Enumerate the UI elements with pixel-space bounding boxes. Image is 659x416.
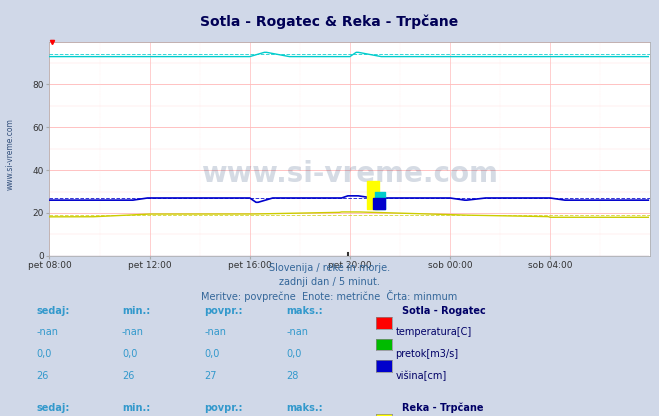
Text: -nan: -nan: [36, 327, 58, 337]
Text: -nan: -nan: [204, 327, 226, 337]
Text: Reka - Trpčane: Reka - Trpčane: [402, 403, 484, 413]
Text: www.si-vreme.com: www.si-vreme.com: [5, 118, 14, 190]
Text: min.:: min.:: [122, 403, 150, 413]
Text: www.si-vreme.com: www.si-vreme.com: [202, 161, 498, 188]
Text: 26: 26: [122, 371, 134, 381]
Text: 27: 27: [204, 371, 217, 381]
Text: min.:: min.:: [122, 306, 150, 316]
Text: maks.:: maks.:: [287, 403, 324, 413]
Text: Meritve: povprečne  Enote: metrične  Črta: minmum: Meritve: povprečne Enote: metrične Črta:…: [202, 290, 457, 302]
Text: povpr.:: povpr.:: [204, 403, 243, 413]
Text: 0,0: 0,0: [287, 349, 302, 359]
Text: pretok[m3/s]: pretok[m3/s]: [395, 349, 459, 359]
Text: 0,0: 0,0: [122, 349, 137, 359]
Text: Slovenija / reke in morje.: Slovenija / reke in morje.: [269, 263, 390, 273]
Text: zadnji dan / 5 minut.: zadnji dan / 5 minut.: [279, 277, 380, 287]
Text: Sotla - Rogatec & Reka - Trpčane: Sotla - Rogatec & Reka - Trpčane: [200, 15, 459, 29]
Text: višina[cm]: višina[cm]: [395, 371, 447, 381]
Text: -nan: -nan: [287, 327, 308, 337]
Text: temperatura[C]: temperatura[C]: [395, 327, 472, 337]
Text: sedaj:: sedaj:: [36, 403, 70, 413]
Text: 0,0: 0,0: [204, 349, 219, 359]
Text: 28: 28: [287, 371, 299, 381]
Text: Sotla - Rogatec: Sotla - Rogatec: [402, 306, 486, 316]
Text: -nan: -nan: [122, 327, 144, 337]
Text: 26: 26: [36, 371, 49, 381]
Text: povpr.:: povpr.:: [204, 306, 243, 316]
Text: maks.:: maks.:: [287, 306, 324, 316]
Text: sedaj:: sedaj:: [36, 306, 70, 316]
Text: 0,0: 0,0: [36, 349, 51, 359]
